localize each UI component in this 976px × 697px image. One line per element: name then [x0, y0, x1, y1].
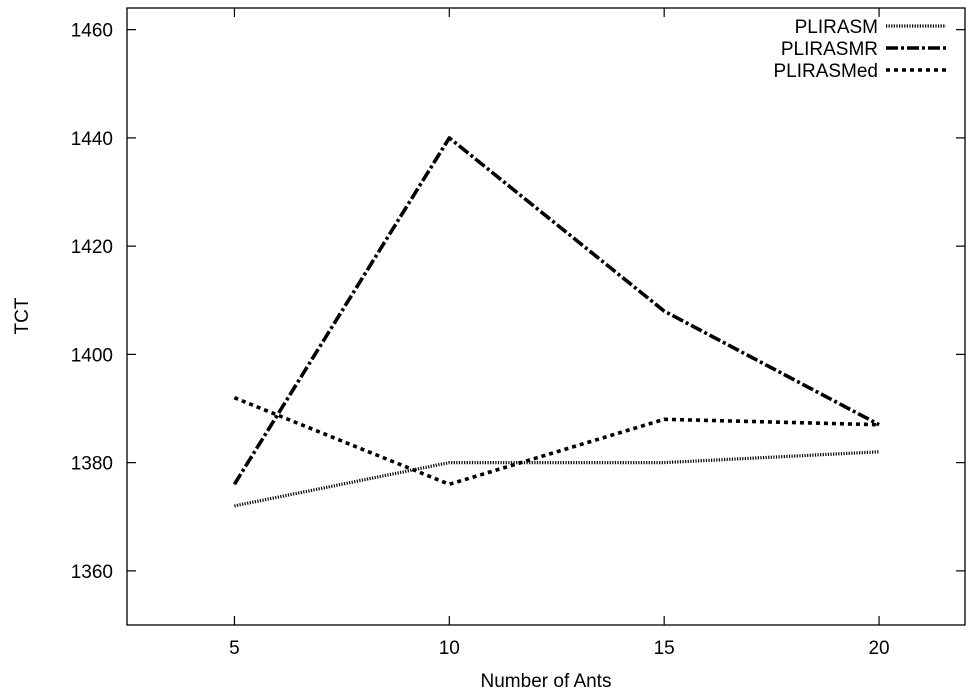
y-tick-label: 1400	[71, 345, 113, 366]
y-tick-label: 1360	[71, 562, 113, 583]
y-axis-ticks: 1360 1380 1400 1420 1440 1460	[71, 21, 965, 583]
series-line-plirasm	[234, 450, 880, 508]
x-tick-label: 5	[229, 638, 240, 659]
y-tick-label: 1460	[71, 21, 113, 42]
y-axis-label: TCT	[12, 297, 33, 334]
series-lines	[232, 136, 880, 508]
legend-label: PLIRASM	[795, 17, 878, 38]
x-tick-label: 20	[868, 638, 889, 659]
legend-label: PLIRASMR	[781, 39, 878, 60]
y-tick-label: 1380	[71, 454, 113, 475]
y-tick-label: 1440	[71, 129, 113, 150]
series-line-plirasmed	[233, 396, 880, 487]
y-tick-label: 1420	[71, 237, 113, 258]
x-axis-ticks: 5 10 15 20	[229, 8, 890, 659]
series-line-plirasmr	[232, 136, 880, 486]
x-tick-label: 15	[654, 638, 675, 659]
plot-frame	[126, 7, 966, 626]
legend-label: PLIRASMed	[773, 61, 878, 82]
x-axis-label: Number of Ants	[481, 671, 612, 692]
x-tick-label: 10	[439, 638, 460, 659]
